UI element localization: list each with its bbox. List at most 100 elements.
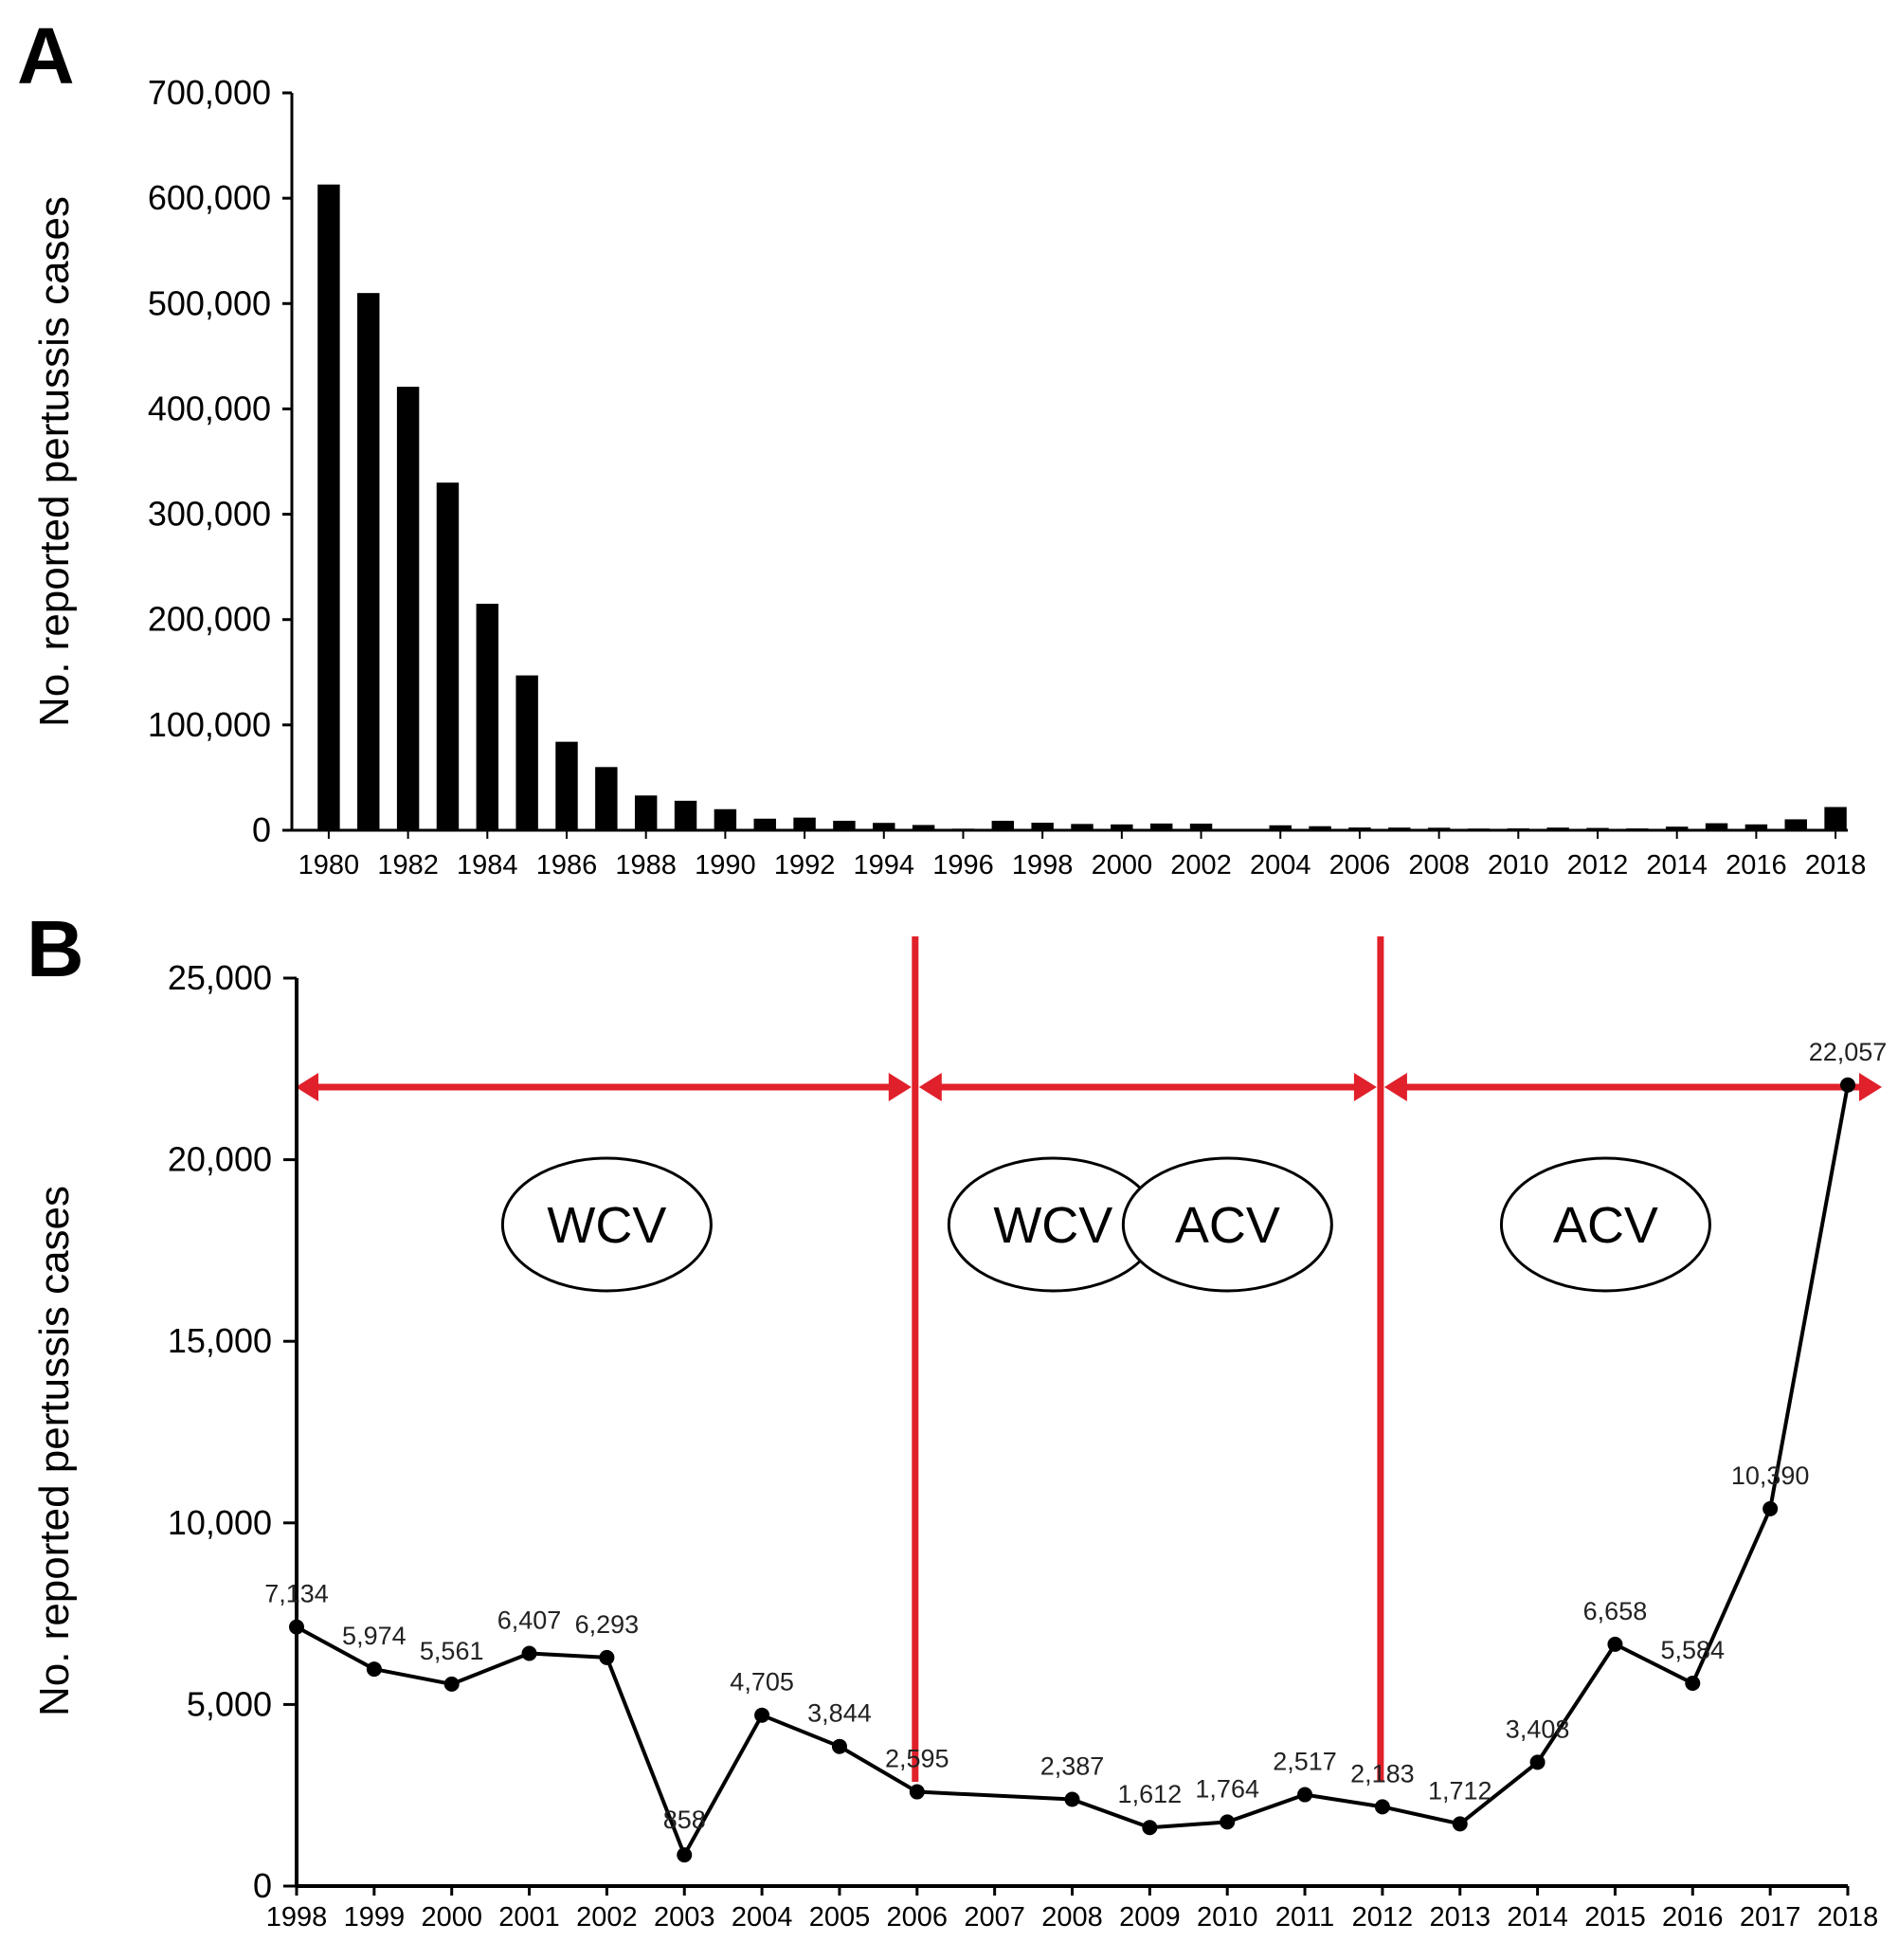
panel-b-y-ticks: 0 5,000 10,000 15,000 20,000 25,000 — [168, 958, 297, 1905]
panel-b-x-tick-label: 2011 — [1275, 1902, 1334, 1933]
panel-b-x-tick-label: 2016 — [1662, 1902, 1724, 1933]
panel-b-data-labels: 7,134 5,974 5,561 6,407 6,293 858 4,705 3,844 2,… — [264, 1038, 1887, 1834]
panel-b-x-tick-label: 2017 — [1740, 1902, 1801, 1933]
panel-b-point-2000 — [443, 1676, 460, 1692]
panel-a-x-tick-label: 2004 — [1250, 850, 1311, 880]
panel-a-x-tick-label: 1988 — [615, 850, 677, 880]
panel-b-point-2006 — [909, 1784, 925, 1800]
panel-a-bar-2005 — [1309, 826, 1331, 830]
panel-a-bar-2004 — [1269, 825, 1292, 830]
panel-a-x-tick-label: 2000 — [1092, 850, 1153, 880]
panel-a-bar-1992 — [793, 817, 816, 830]
era-label-acv: ACV — [1175, 1197, 1280, 1254]
era-arrowhead-right-1 — [1353, 1072, 1377, 1101]
panel-a-bar-2012 — [1586, 827, 1609, 830]
panel-b-data-label-2013: 1,712 — [1428, 1776, 1492, 1805]
panel-b-x-tick-label: 1999 — [344, 1902, 406, 1933]
panel-b-point-2015 — [1607, 1636, 1623, 1652]
panel-a-bar-2006 — [1348, 827, 1371, 830]
panel-a-bar-2001 — [1149, 823, 1173, 830]
panel-a-y-tick-label: 500,000 — [148, 283, 271, 322]
panel-b: B No. reported pertussis cases WCV WCV ACV… — [27, 904, 1887, 1933]
panel-b-y-tick-label: 20,000 — [168, 1140, 272, 1179]
panel-b-point-2009 — [1142, 1820, 1158, 1836]
panel-b-point-1999 — [366, 1661, 382, 1678]
panel-b-x-ticks: 1998 1999 2000 2001 2002 2003 2004 2005 2006 2007… — [266, 1886, 1878, 1933]
panel-a-bar-2007 — [1388, 827, 1411, 830]
era-label-acv: ACV — [1553, 1197, 1658, 1254]
panel-a-bar-1989 — [674, 800, 697, 830]
panel-a-y-tick-label: 0 — [252, 810, 271, 849]
panel-b-point-2003 — [677, 1847, 693, 1863]
panel-b-x-tick-label: 2012 — [1352, 1902, 1414, 1933]
panel-b-x-tick-label: 2002 — [576, 1902, 638, 1933]
panel-a-y-ticks: 0 100,000 200,000 300,000 400,000 500,000 600,… — [148, 73, 292, 849]
panel-a-bar-1982 — [396, 387, 420, 830]
panel-b-data-label-2015: 6,658 — [1583, 1597, 1648, 1625]
panel-a-x-tick-label: 2002 — [1170, 850, 1232, 880]
panel-a-y-tick-label: 400,000 — [148, 389, 271, 427]
panel-a-bar-1991 — [753, 818, 776, 830]
panel-a-bar-1988 — [634, 795, 658, 830]
panel-a-x-tick-label: 1990 — [695, 850, 756, 880]
panel-a-bar-1996 — [951, 828, 975, 830]
era-oval — [1121, 1156, 1333, 1293]
panel-b-data-label-2008: 2,387 — [1040, 1752, 1105, 1781]
panel-b-data-label-2003: 858 — [663, 1806, 706, 1834]
panel-a-x-tick-label: 1998 — [1012, 850, 1074, 880]
panel-b-point-2011 — [1297, 1787, 1313, 1803]
panel-b-data-label-2009: 1,612 — [1118, 1780, 1183, 1808]
panel-a-bar-2003 — [1229, 829, 1253, 830]
panel-a-bar-1987 — [595, 767, 618, 830]
panel-b-data-label-1999: 5,974 — [342, 1622, 407, 1650]
era-arrowhead-left-2 — [1383, 1072, 1407, 1101]
panel-b-x-tick-label: 2005 — [809, 1902, 871, 1933]
panel-a-bar-2014 — [1665, 826, 1689, 830]
panel-b-point-2014 — [1529, 1754, 1546, 1770]
panel-a-bar-1998 — [1031, 823, 1054, 830]
panel-b-x-tick-label: 2004 — [732, 1902, 793, 1933]
era-label-wcv: WCV — [547, 1197, 666, 1254]
panel-b-data-label-2016: 5,584 — [1661, 1636, 1726, 1664]
era-arrowhead-left-0 — [296, 1072, 318, 1101]
era-arrowhead-right-2 — [1859, 1072, 1882, 1101]
panel-a-bar-2018 — [1824, 807, 1847, 830]
panel-b-x-tick-label: 2015 — [1584, 1902, 1646, 1933]
panel-a-bar-2000 — [1111, 824, 1133, 830]
panel-b-letter: B — [27, 904, 84, 993]
panel-b-data-label-2014: 3,408 — [1506, 1715, 1570, 1743]
panel-b-point-2012 — [1374, 1799, 1390, 1815]
panel-a-bar-2011 — [1546, 827, 1569, 830]
panel-a-bar-2015 — [1705, 823, 1728, 830]
panel-a-y-tick-label: 600,000 — [148, 178, 271, 217]
panel-b-data-label-2011: 2,517 — [1273, 1748, 1337, 1776]
panel-a-x-tick-label: 1986 — [536, 850, 598, 880]
panel-a-y-tick-label: 200,000 — [148, 600, 271, 639]
panel-a-bar-1990 — [714, 808, 737, 830]
panel-b-y-tick-label: 5,000 — [187, 1684, 272, 1723]
panel-a-bar-2016 — [1744, 824, 1768, 830]
panel-b-x-tick-label: 2006 — [887, 1902, 949, 1933]
panel-b-series — [289, 1077, 1855, 1863]
panel-a-x-tick-label: 2012 — [1567, 850, 1629, 880]
panel-b-data-label-2002: 6,293 — [575, 1610, 640, 1639]
panel-b-point-2017 — [1762, 1500, 1779, 1516]
panel-b-data-label-1998: 7,134 — [264, 1580, 329, 1608]
panel-a-x-tick-label: 1994 — [854, 850, 915, 880]
panel-b-data-label-2018: 22,057 — [1809, 1038, 1888, 1066]
panel-a: A No. reported pertussis cases 0 100,000 2… — [17, 11, 1866, 880]
panel-a-bar-1995 — [912, 825, 935, 830]
era-arrowhead-left-1 — [918, 1072, 942, 1101]
panel-b-point-2008 — [1064, 1791, 1080, 1807]
panel-a-y-tick-label: 300,000 — [148, 495, 271, 534]
panel-b-point-2016 — [1685, 1676, 1701, 1692]
panel-b-x-tick-label: 2008 — [1041, 1902, 1103, 1933]
panel-b-point-2002 — [599, 1649, 615, 1665]
panel-b-y-tick-label: 25,000 — [168, 958, 272, 997]
panel-b-point-2005 — [831, 1738, 847, 1754]
panel-b-data-label-2000: 5,561 — [420, 1637, 484, 1665]
panel-b-x-tick-label: 2001 — [498, 1902, 560, 1933]
panel-b-point-1998 — [289, 1619, 304, 1635]
panel-a-bar-2008 — [1427, 827, 1451, 830]
